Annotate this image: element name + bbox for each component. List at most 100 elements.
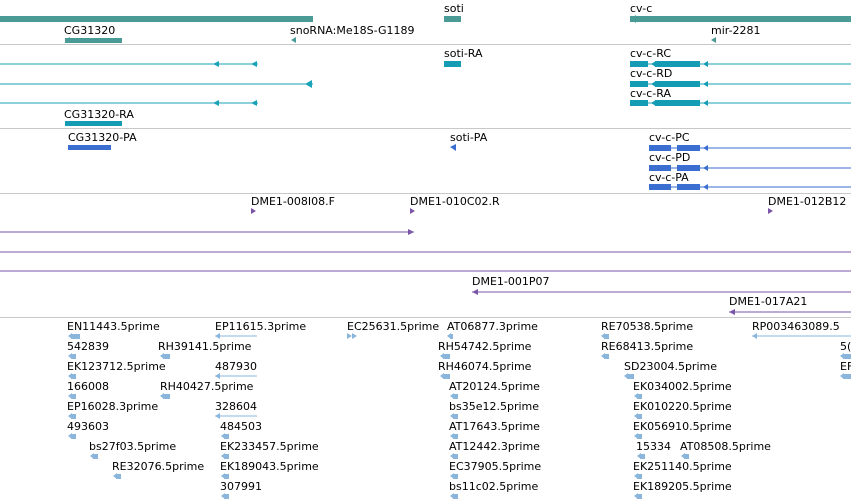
est-feature[interactable] — [215, 373, 257, 379]
est-label: RP003463089.5 — [752, 320, 840, 333]
est-feature[interactable] — [68, 373, 76, 379]
est-label: 484503 — [220, 420, 262, 433]
track-separator — [0, 317, 851, 318]
clone-marker[interactable] — [768, 208, 773, 214]
est-feature[interactable] — [634, 473, 642, 479]
clone-label: DME1-008I08.F — [251, 195, 335, 208]
est-feature[interactable] — [752, 333, 851, 339]
est-label: EK034002.5prime — [633, 380, 732, 393]
est-label: SD23004.5prime — [624, 360, 717, 373]
est-feature[interactable] — [840, 353, 851, 359]
protein-label: CG31320-PA — [68, 131, 137, 144]
est-label: EN11443.5prime — [67, 320, 160, 333]
protein-cv-c-pa[interactable] — [649, 184, 851, 190]
clone-arrow — [729, 309, 735, 315]
est-label: RE32076.5prime — [112, 460, 204, 473]
est-feature[interactable] — [634, 413, 642, 419]
est-feature[interactable] — [215, 413, 257, 419]
est-feature[interactable] — [221, 453, 229, 459]
clone-marker[interactable] — [410, 208, 415, 214]
est-label: AT08508.5prime — [680, 440, 771, 453]
est-feature[interactable] — [624, 373, 634, 379]
gene-bar-cg31320-small[interactable] — [65, 38, 122, 43]
est-label: EP11615.3prime — [215, 320, 306, 333]
gene-marker-snorna[interactable] — [291, 37, 296, 43]
protein-label: cv-c-PD — [649, 151, 690, 164]
est-feature[interactable] — [450, 493, 458, 499]
est-feature[interactable] — [221, 433, 229, 439]
est-label: 487930 — [215, 360, 257, 373]
est-label: 307991 — [220, 480, 262, 493]
protein-label: cv-c-PC — [649, 131, 690, 144]
est-feature[interactable] — [68, 353, 76, 359]
est-feature[interactable] — [68, 413, 76, 419]
est-feature[interactable] — [440, 373, 450, 379]
est-feature[interactable] — [68, 393, 76, 399]
est-feature[interactable] — [681, 453, 689, 459]
est-label: EK251140.5prime — [633, 460, 732, 473]
gene-bar-cv-c[interactable] — [630, 16, 851, 22]
est-feature[interactable] — [68, 433, 76, 439]
gene-arrow-cv-c — [630, 15, 636, 23]
est-label: EC37905.5prime — [449, 460, 541, 473]
est-feature[interactable] — [221, 493, 229, 499]
est-label: 542839 — [67, 340, 109, 353]
protein-block-cg31320-pa[interactable] — [68, 145, 111, 150]
est-feature[interactable] — [160, 353, 170, 359]
gene-bar-soti[interactable] — [444, 16, 461, 22]
est-label: 166008 — [67, 380, 109, 393]
est-label: RH39141.5prime — [158, 340, 252, 353]
est-label: EP16028.3prime — [67, 400, 158, 413]
est-label: EK233457.5prime — [220, 440, 319, 453]
protein-label: soti-PA — [450, 131, 488, 144]
est-feature[interactable] — [450, 433, 458, 439]
est-feature[interactable] — [221, 473, 229, 479]
est-label: RH54742.5prime — [438, 340, 532, 353]
track-separator — [0, 128, 851, 129]
est-feature[interactable] — [634, 433, 642, 439]
protein-cv-c-pc[interactable] — [649, 145, 851, 151]
est-feature[interactable] — [601, 333, 609, 339]
est-label: AT20124.5prime — [449, 380, 540, 393]
transcript-label: cv-c-RC — [630, 47, 671, 60]
est-feature[interactable] — [637, 453, 645, 459]
est-feature[interactable] — [440, 353, 450, 359]
transcript-label: cv-c-RA — [630, 87, 671, 100]
est-feature[interactable] — [90, 453, 98, 459]
transcript-arrow — [213, 61, 219, 67]
protein-cv-c-pd[interactable] — [649, 165, 851, 171]
est-feature[interactable] — [840, 373, 851, 379]
transcript-cv-c-ra[interactable] — [630, 100, 851, 106]
est-label: RH40427.5prime — [160, 380, 254, 393]
transcript-cv-c-rd[interactable] — [630, 81, 851, 87]
est-label: 5( — [840, 340, 851, 353]
est-feature[interactable] — [634, 393, 642, 399]
transcript-label: soti-RA — [444, 47, 483, 60]
est-feature[interactable] — [113, 473, 121, 479]
est-label: bs11c02.5prime — [449, 480, 539, 493]
est-feature[interactable] — [450, 413, 458, 419]
transcript-arrow — [213, 100, 219, 106]
est-feature[interactable] — [160, 393, 170, 399]
est-label: AT06877.3prime — [447, 320, 538, 333]
est-feature[interactable] — [601, 353, 609, 359]
est-feature[interactable] — [447, 333, 453, 339]
est-feature[interactable] — [347, 333, 357, 339]
est-feature[interactable] — [450, 453, 458, 459]
clone-marker[interactable] — [251, 208, 256, 214]
transcript-block-cg31320-ra[interactable] — [65, 121, 122, 126]
protein-label: cv-c-PA — [649, 171, 689, 184]
gene-bar-cg31320[interactable] — [0, 16, 313, 22]
est-feature[interactable] — [450, 393, 458, 399]
est-feature[interactable] — [634, 493, 642, 499]
protein-marker-soti-pa[interactable] — [450, 144, 456, 151]
est-label: RE68413.5prime — [601, 340, 693, 353]
est-track: EN11443.5prime EP11615.3prime EC25631.5pri… — [67, 320, 851, 499]
transcript-arrow — [305, 80, 312, 88]
est-feature[interactable] — [215, 333, 257, 339]
transcript-cv-c-rc[interactable] — [630, 61, 851, 67]
est-feature[interactable] — [450, 473, 458, 479]
gene-marker-mir-2281[interactable] — [711, 37, 716, 43]
transcript-block-soti-ra[interactable] — [444, 61, 461, 67]
est-feature[interactable] — [68, 333, 80, 339]
